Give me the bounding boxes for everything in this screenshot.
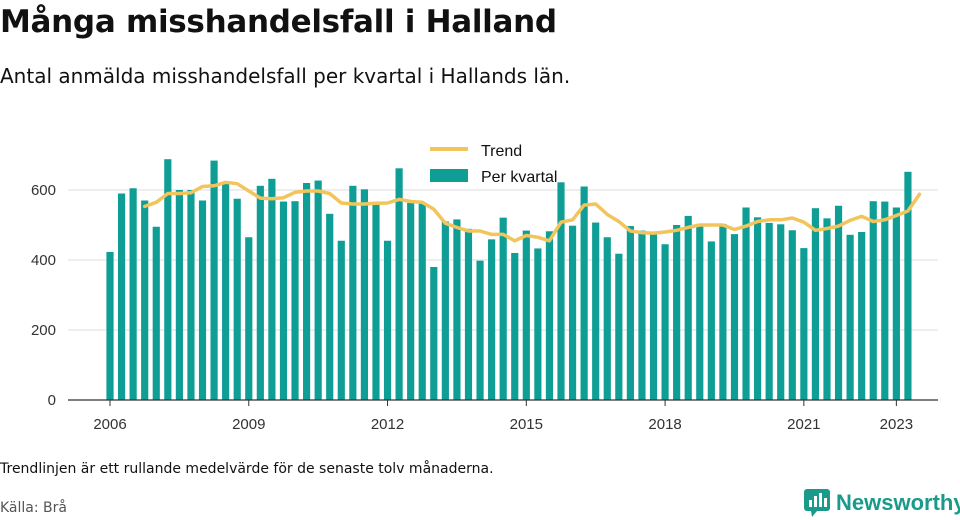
bar [418, 202, 426, 400]
bar [117, 193, 126, 400]
bar [661, 244, 669, 400]
bar [291, 201, 299, 400]
trend-line [142, 180, 922, 243]
bar [603, 237, 611, 400]
bar-chart-logo-icon [804, 489, 830, 517]
bar [210, 160, 218, 400]
bar [106, 251, 114, 400]
x-tick-label: 2006 [93, 416, 126, 433]
bar [823, 218, 831, 400]
chart-title: Många misshandelsfall i Halland [0, 4, 557, 40]
bar [638, 230, 646, 400]
bar [707, 241, 715, 400]
source-label: Källa: Brå [0, 500, 67, 516]
bar [696, 223, 704, 400]
legend-bar-swatch [430, 169, 468, 182]
bar [233, 198, 241, 400]
bar [152, 226, 160, 400]
bar [488, 239, 496, 400]
bar [673, 225, 681, 400]
bar [580, 186, 588, 400]
bar [800, 248, 808, 400]
bar [730, 234, 739, 400]
bar [129, 188, 137, 400]
legend-bar-label: Per kvartal [481, 169, 557, 186]
x-tick-label: 2012 [371, 416, 404, 433]
bar [869, 201, 877, 400]
bar-series [106, 159, 912, 400]
y-tick-label: 400 [31, 252, 56, 269]
bar [164, 159, 172, 400]
bar [279, 201, 288, 400]
bar [476, 260, 484, 400]
bar [314, 180, 322, 400]
bar [557, 182, 565, 400]
bar [545, 231, 554, 400]
legend: Trend Per kvartal [430, 143, 557, 186]
bar [777, 224, 785, 400]
bar [303, 183, 311, 400]
chart-subtitle: Antal anmälda misshandelsfall per kvarta… [0, 64, 571, 88]
y-tick-label: 0 [48, 392, 56, 409]
bar [349, 185, 357, 400]
bar [383, 240, 392, 400]
newsworthy-logo[interactable]: Newsworthy [804, 489, 960, 517]
bar [534, 248, 542, 400]
bar [846, 234, 854, 400]
bar [141, 200, 149, 400]
bar [222, 183, 230, 400]
bar [511, 253, 519, 400]
bar [788, 230, 796, 400]
footnote: Trendlinjen är ett rullande medelvärde f… [0, 461, 494, 477]
bar [395, 168, 403, 400]
y-tick-label: 600 [31, 182, 56, 199]
bar [187, 190, 195, 400]
bar [881, 201, 889, 400]
bar [811, 208, 820, 400]
bar [256, 185, 264, 400]
x-tick-label: 2021 [787, 416, 820, 433]
x-tick-label: 2018 [648, 416, 681, 433]
bar [453, 219, 461, 400]
bar [337, 240, 345, 400]
y-tick-label: 200 [31, 322, 56, 339]
bar [522, 230, 530, 400]
chart: 0 200 400 600 2006 2009 2012 2015 2018 2021 2023 T… [31, 143, 938, 433]
bar [834, 205, 843, 400]
x-tick-label: 2023 [880, 416, 913, 433]
bar [765, 222, 773, 400]
bar [464, 228, 473, 400]
bar [592, 222, 600, 400]
bar [684, 215, 692, 400]
bar [198, 200, 207, 400]
axes: 0 200 400 600 2006 2009 2012 2015 2018 2021 2023 [31, 182, 938, 433]
x-tick-label: 2009 [232, 416, 265, 433]
bar [626, 226, 634, 400]
bar [268, 178, 276, 400]
bar [754, 217, 762, 400]
bar [649, 232, 658, 400]
bar [858, 232, 866, 400]
bar [175, 190, 183, 400]
bar [719, 223, 727, 400]
bar [245, 237, 253, 400]
bar [568, 225, 577, 400]
bar [360, 189, 368, 400]
brand-name: Newsworthy [836, 490, 960, 515]
bar [407, 202, 415, 400]
bar [372, 201, 380, 400]
bar [430, 267, 438, 400]
bar [615, 253, 623, 400]
legend-trend-label: Trend [481, 143, 522, 160]
bar [326, 213, 334, 400]
bar [499, 217, 507, 400]
x-tick-label: 2015 [510, 416, 543, 433]
bar [892, 207, 900, 400]
bar [441, 221, 449, 400]
bar [904, 171, 912, 400]
bar [742, 207, 750, 400]
